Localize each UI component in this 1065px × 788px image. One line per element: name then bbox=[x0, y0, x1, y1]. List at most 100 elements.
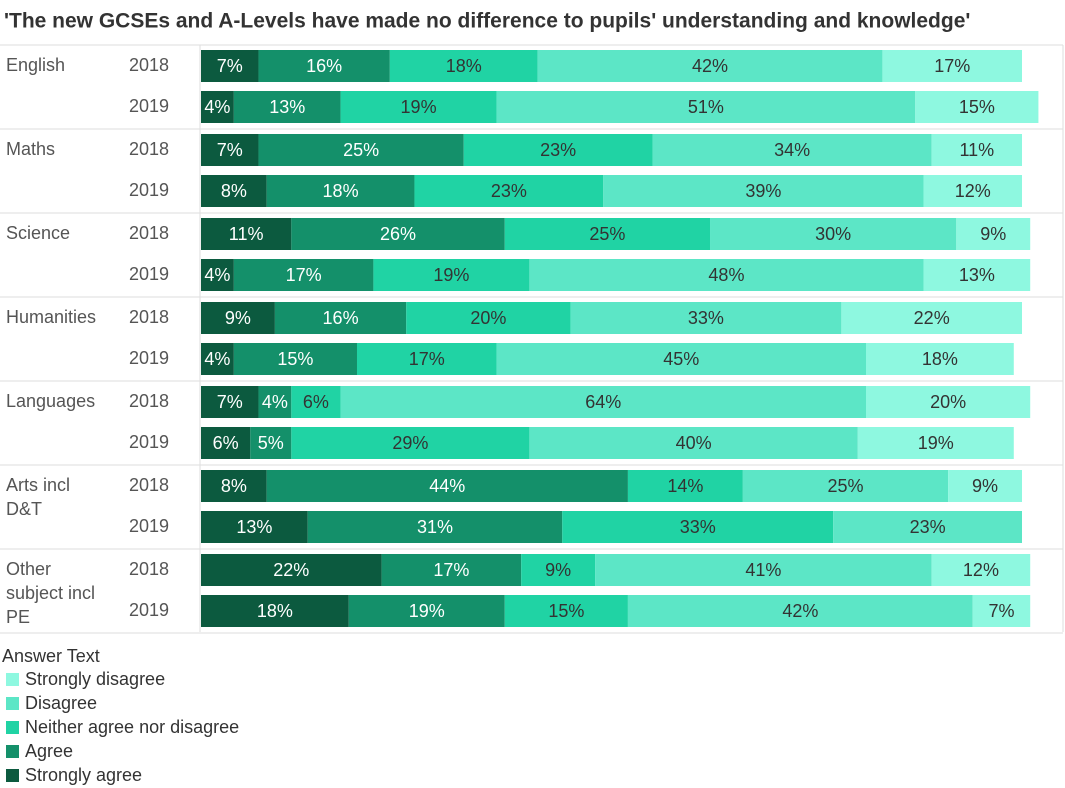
data-label: 15% bbox=[548, 601, 584, 621]
data-label: 8% bbox=[221, 181, 247, 201]
bar-segment bbox=[956, 218, 1031, 250]
bar-segment bbox=[373, 259, 530, 291]
data-label: 17% bbox=[433, 560, 469, 580]
group-label: English bbox=[6, 55, 66, 75]
data-label: 18% bbox=[257, 601, 293, 621]
data-label: 9% bbox=[980, 224, 1006, 244]
data-label: 34% bbox=[774, 140, 810, 160]
data-label: 18% bbox=[323, 181, 359, 201]
bar-segment bbox=[201, 50, 259, 82]
bar-segment bbox=[340, 91, 497, 123]
y-tick-label: 2019 bbox=[129, 348, 169, 368]
bar-segment bbox=[258, 134, 464, 166]
bar-segment bbox=[496, 343, 867, 375]
data-label: 23% bbox=[491, 181, 527, 201]
bar-segment bbox=[201, 386, 259, 418]
bar-segment bbox=[201, 343, 234, 375]
data-label: 17% bbox=[934, 56, 970, 76]
data-label: 31% bbox=[417, 517, 453, 537]
bar-segment bbox=[291, 427, 530, 459]
data-label: 7% bbox=[217, 392, 243, 412]
data-label: 17% bbox=[409, 349, 445, 369]
y-tick-label: 2018 bbox=[129, 139, 169, 159]
data-label: 6% bbox=[303, 392, 329, 412]
data-label: 4% bbox=[204, 349, 230, 369]
bar-segment bbox=[537, 50, 883, 82]
data-label: 45% bbox=[663, 349, 699, 369]
data-label: 15% bbox=[959, 97, 995, 117]
data-label: 7% bbox=[217, 140, 243, 160]
data-label: 25% bbox=[827, 476, 863, 496]
bar-segment bbox=[201, 427, 251, 459]
legend-title: Answer Text bbox=[2, 646, 100, 666]
bar-segment bbox=[882, 50, 1022, 82]
y-tick-label: 2018 bbox=[129, 307, 169, 327]
legend-label: Strongly agree bbox=[25, 765, 142, 785]
data-label: 17% bbox=[286, 265, 322, 285]
bar-segment bbox=[931, 134, 1022, 166]
data-label: 22% bbox=[914, 308, 950, 328]
legend-label: Agree bbox=[25, 741, 73, 761]
data-label: 12% bbox=[963, 560, 999, 580]
data-label: 18% bbox=[922, 349, 958, 369]
y-tick-label: 2019 bbox=[129, 180, 169, 200]
bar-segment bbox=[201, 302, 275, 334]
data-label: 33% bbox=[680, 517, 716, 537]
bar-segment bbox=[841, 302, 1022, 334]
data-label: 29% bbox=[392, 433, 428, 453]
bar-segment bbox=[201, 134, 259, 166]
data-label: 11% bbox=[959, 140, 994, 160]
data-label: 4% bbox=[204, 265, 230, 285]
legend-swatch bbox=[6, 697, 19, 710]
data-label: 12% bbox=[955, 181, 991, 201]
bar-segment bbox=[381, 554, 522, 586]
chart-title: 'The new GCSEs and A-Levels have made no… bbox=[4, 10, 970, 33]
bar-segment bbox=[201, 554, 382, 586]
legend-swatch bbox=[6, 745, 19, 758]
bar-segment bbox=[201, 259, 234, 291]
bar-segment bbox=[923, 259, 1031, 291]
data-label: 16% bbox=[323, 308, 359, 328]
bar-segment bbox=[356, 343, 497, 375]
data-label: 13% bbox=[959, 265, 995, 285]
bar-segment bbox=[627, 595, 973, 627]
bar-segment bbox=[833, 511, 1022, 543]
data-label: 39% bbox=[745, 181, 781, 201]
bar-segment bbox=[931, 554, 1031, 586]
bar-segment bbox=[266, 470, 628, 502]
data-label: 7% bbox=[988, 601, 1014, 621]
data-label: 42% bbox=[692, 56, 728, 76]
y-tick-label: 2018 bbox=[129, 475, 169, 495]
data-label: 13% bbox=[236, 517, 272, 537]
group-label: Science bbox=[6, 223, 71, 243]
data-label: 11% bbox=[229, 224, 264, 244]
data-label: 20% bbox=[470, 308, 506, 328]
bar-segment bbox=[866, 343, 1014, 375]
bar-segment bbox=[496, 91, 916, 123]
data-label: 16% bbox=[306, 56, 342, 76]
data-label: 4% bbox=[262, 392, 288, 412]
y-tick-label: 2019 bbox=[129, 600, 169, 620]
bar-segment bbox=[463, 134, 653, 166]
bar-segment bbox=[340, 386, 867, 418]
bar-segment bbox=[652, 134, 932, 166]
data-label: 44% bbox=[429, 476, 465, 496]
y-tick-label: 2018 bbox=[129, 559, 169, 579]
data-label: 41% bbox=[745, 560, 781, 580]
bar-segment bbox=[627, 470, 743, 502]
bar-segment bbox=[504, 595, 628, 627]
data-label: 33% bbox=[688, 308, 724, 328]
y-tick-label: 2019 bbox=[129, 264, 169, 284]
bar-segment bbox=[389, 50, 538, 82]
data-label: 23% bbox=[540, 140, 576, 160]
bar-segment bbox=[972, 595, 1031, 627]
bar-segment bbox=[201, 511, 308, 543]
data-label: 40% bbox=[676, 433, 712, 453]
bar-segment bbox=[266, 175, 415, 207]
bar-segment bbox=[504, 218, 711, 250]
legend-label: Neither agree nor disagree bbox=[25, 717, 239, 737]
data-label: 42% bbox=[782, 601, 818, 621]
data-label: 7% bbox=[217, 56, 243, 76]
bar-segment bbox=[258, 386, 292, 418]
